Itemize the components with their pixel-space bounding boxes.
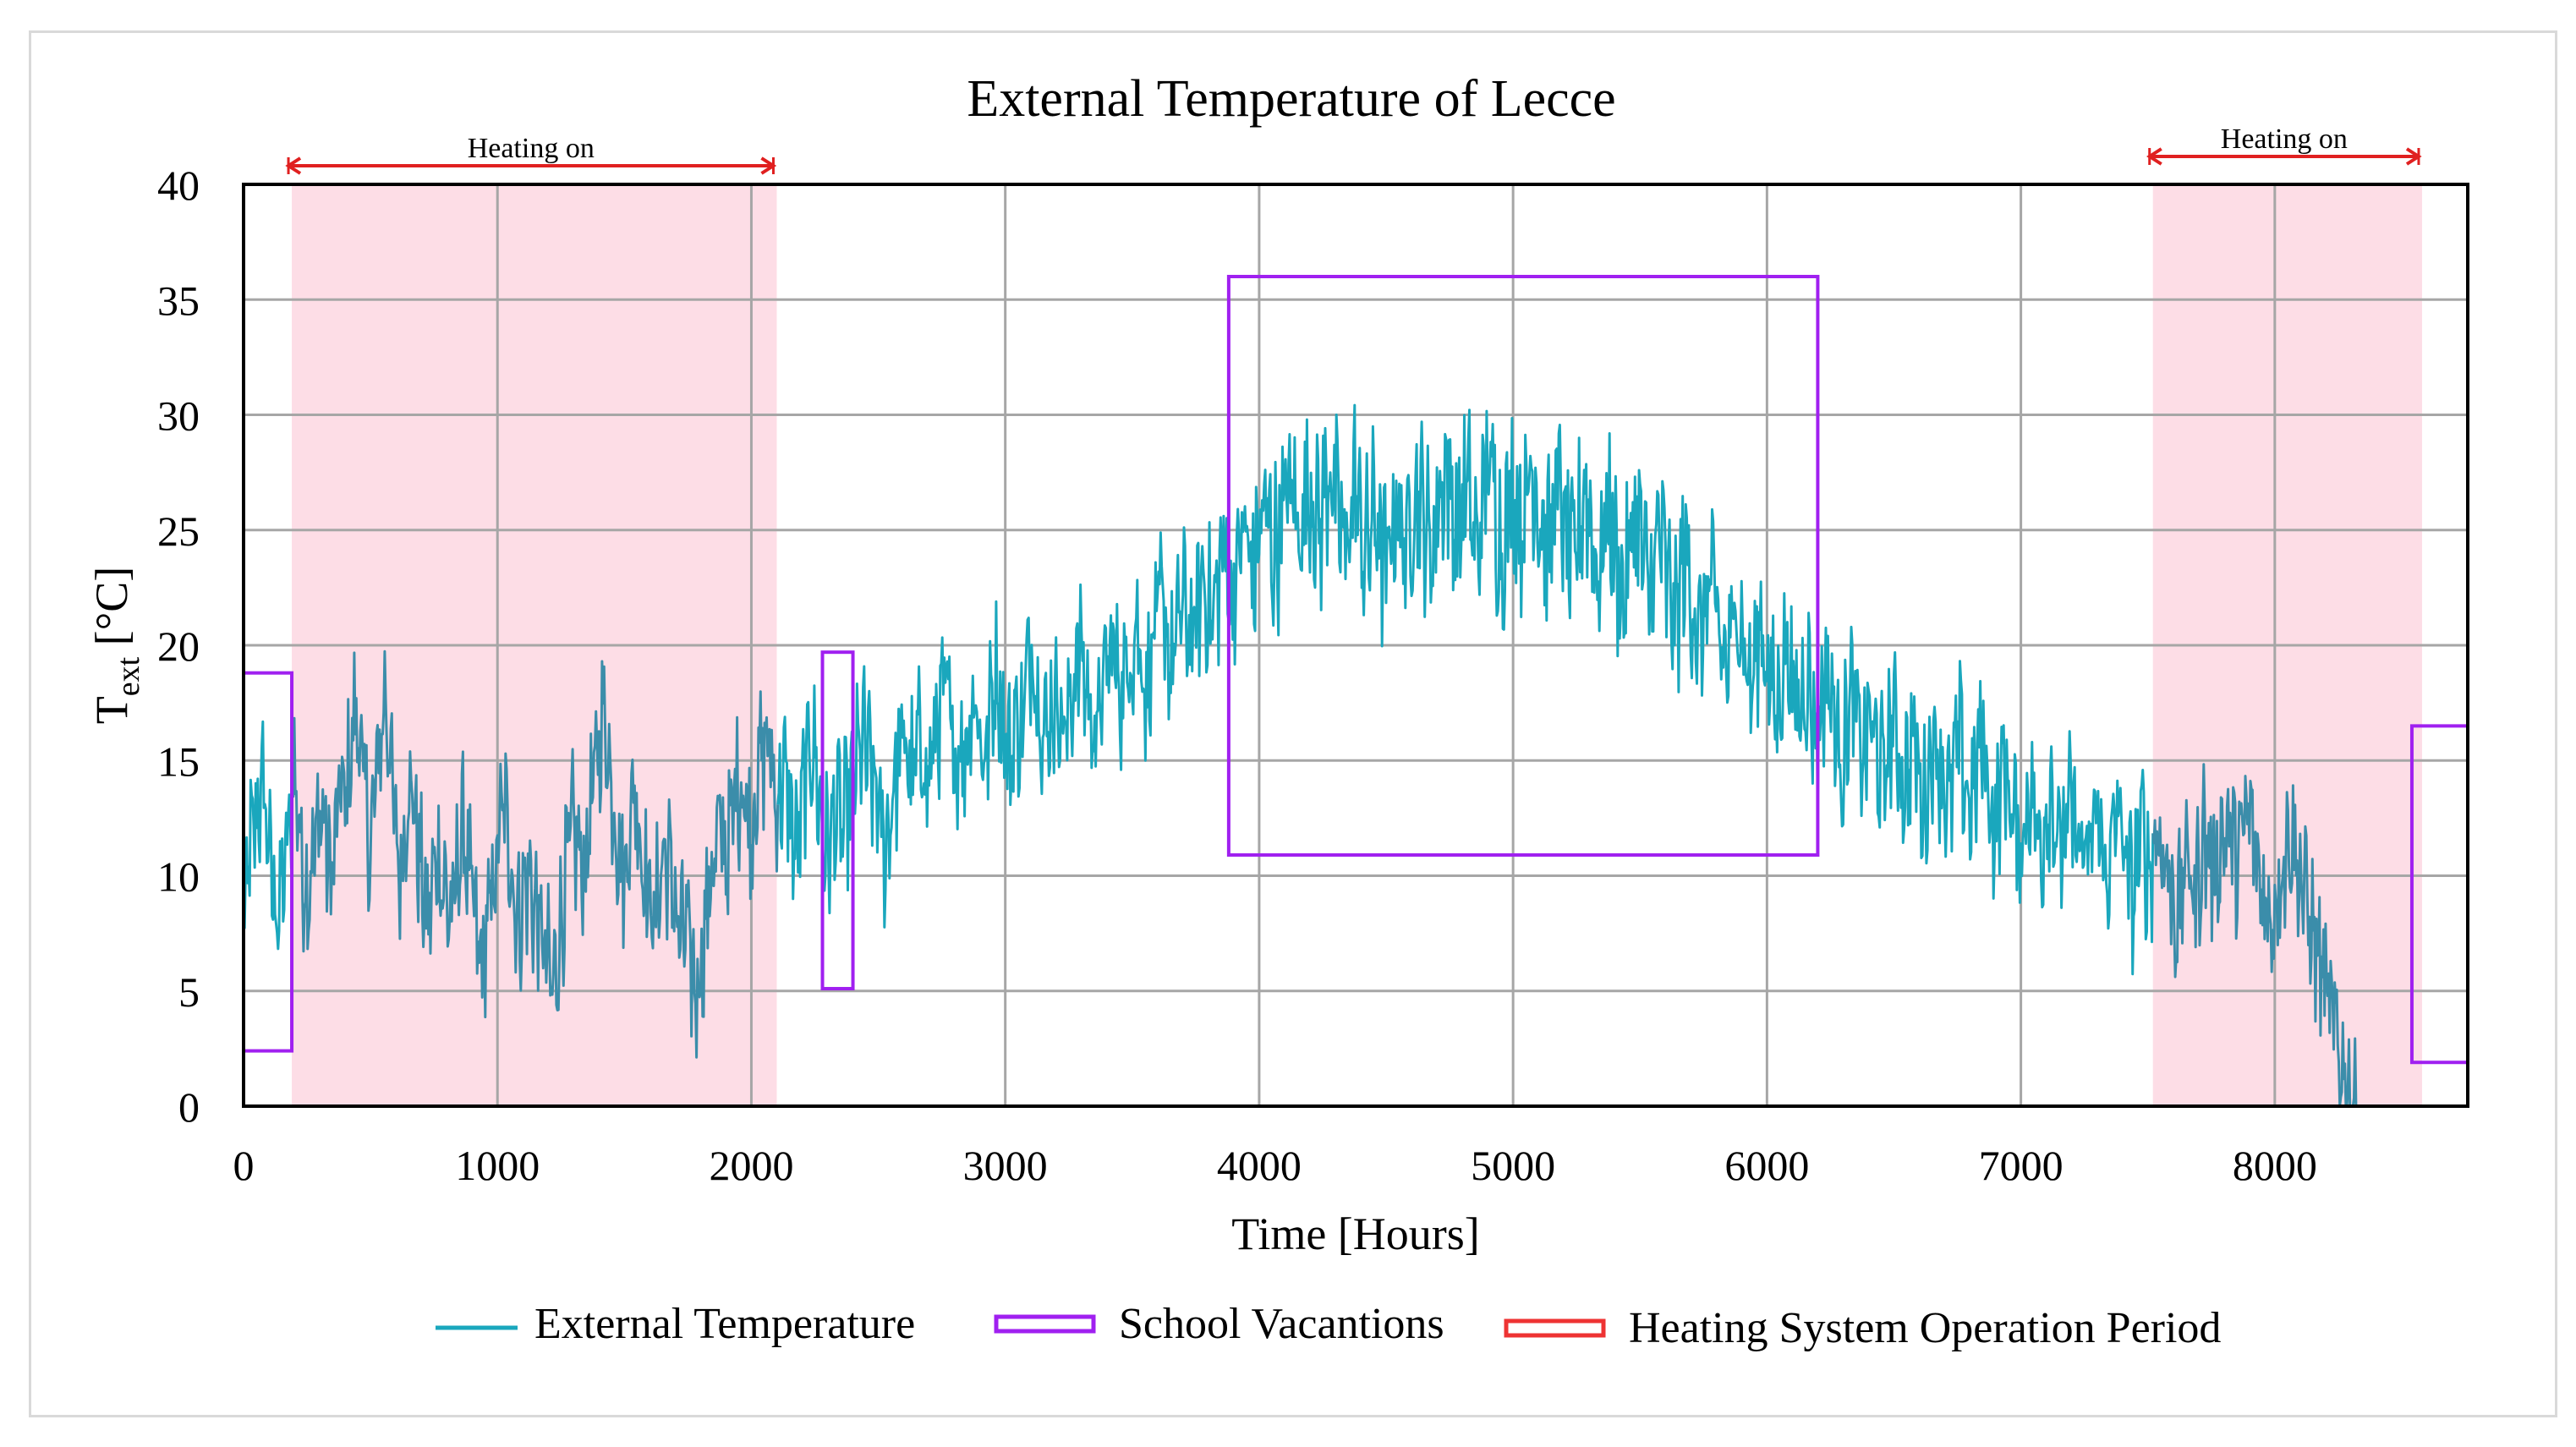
x-tick-label-7: 7000 xyxy=(1979,1142,2064,1189)
legend-heating-swatch xyxy=(1504,1318,1606,1338)
heating-label-1: Heating on xyxy=(2221,123,2348,155)
heating-annotations: Heating on Heating on xyxy=(285,123,2422,175)
x-tick-label-5: 5000 xyxy=(1471,1142,1555,1189)
y-tick-labels: 0 5 10 15 20 25 30 35 40 xyxy=(157,162,200,1131)
heating-label-0: Heating on xyxy=(468,133,595,164)
x-tick-label-4: 4000 xyxy=(1217,1142,1302,1189)
y-tick-label-3: 15 xyxy=(157,737,200,785)
series-segment-1 xyxy=(291,650,780,1059)
y-tick-label-4: 20 xyxy=(157,622,200,670)
x-tick-labels: 0 1000 2000 3000 4000 5000 6000 7000 8000 xyxy=(233,1142,2317,1189)
chart-title: External Temperature of Lecce xyxy=(967,70,1615,128)
vacation-box-1 xyxy=(820,650,855,991)
plot-area-border xyxy=(242,183,2469,1108)
x-tick-label-1: 1000 xyxy=(455,1142,540,1189)
temperature-series xyxy=(242,403,2469,1108)
x-tick-label-8: 8000 xyxy=(2233,1142,2317,1189)
x-tick-label-2: 2000 xyxy=(709,1142,793,1189)
legend: External Temperature School Vacantions H… xyxy=(436,1300,2221,1352)
legend-label-temperature: External Temperature xyxy=(534,1300,915,1348)
x-tick-label-0: 0 xyxy=(233,1142,255,1189)
y-tick-label-6: 30 xyxy=(157,392,200,440)
x-tick-label-3: 3000 xyxy=(963,1142,1048,1189)
y-tick-label-0: 0 xyxy=(178,1083,200,1131)
series-segment-2 xyxy=(776,403,2155,976)
y-tick-label-8: 40 xyxy=(157,162,200,209)
y-tick-label-5: 25 xyxy=(157,507,200,555)
y-tick-label-7: 35 xyxy=(157,277,200,324)
legend-label-vacations: School Vacantions xyxy=(1119,1300,1444,1348)
y-axis-label: Text [°C] xyxy=(86,567,146,725)
legend-vacation-swatch xyxy=(994,1314,1096,1334)
y-tick-label-2: 10 xyxy=(157,853,200,901)
y-tick-label-1: 5 xyxy=(178,968,200,1016)
x-tick-label-6: 6000 xyxy=(1724,1142,1809,1189)
vacation-box-2 xyxy=(1226,275,1820,857)
legend-label-heating: Heating System Operation Period xyxy=(1629,1304,2221,1352)
series-segment-0 xyxy=(242,720,294,951)
x-axis-label: Time [Hours] xyxy=(1231,1209,1480,1259)
